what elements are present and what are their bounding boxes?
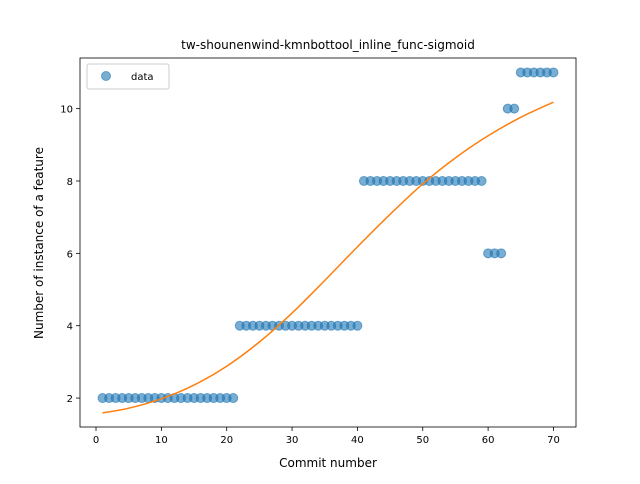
data-point (548, 67, 559, 78)
x-tick-label: 50 (416, 435, 429, 446)
y-tick-label: 10 (60, 105, 73, 116)
data-point (228, 393, 239, 404)
x-tick-label: 0 (93, 435, 99, 446)
y-tick-label: 6 (67, 249, 73, 260)
chart-title: tw-shounenwind-kmnbottool_inline_func-si… (181, 38, 475, 52)
x-tick-label: 20 (220, 435, 233, 446)
data-point (476, 176, 487, 186)
y-tick-label: 2 (67, 394, 73, 405)
data-point (509, 103, 520, 114)
y-tick-label: 8 (67, 177, 73, 188)
data-point (352, 320, 363, 331)
x-axis-label: Commit number (279, 456, 377, 470)
legend-marker-data (101, 71, 111, 81)
plot-area: 0 10 20 30 40 50 60 70 2 4 6 8 10 (60, 57, 577, 446)
legend-label-data: data (131, 72, 154, 83)
data-point (496, 248, 507, 259)
legend-frame (86, 63, 170, 90)
axes-frame (79, 57, 577, 428)
y-tick-label: 4 (67, 322, 73, 333)
y-axis-label: Number of instance of a feature (32, 147, 46, 339)
legend: data (86, 63, 170, 90)
x-tick-label: 70 (547, 435, 560, 446)
x-tick-label: 30 (286, 435, 299, 446)
x-tick-label: 10 (155, 435, 168, 446)
x-tick-label: 40 (351, 435, 364, 446)
fit-curve (102, 101, 554, 414)
x-tick-label: 60 (482, 435, 495, 446)
